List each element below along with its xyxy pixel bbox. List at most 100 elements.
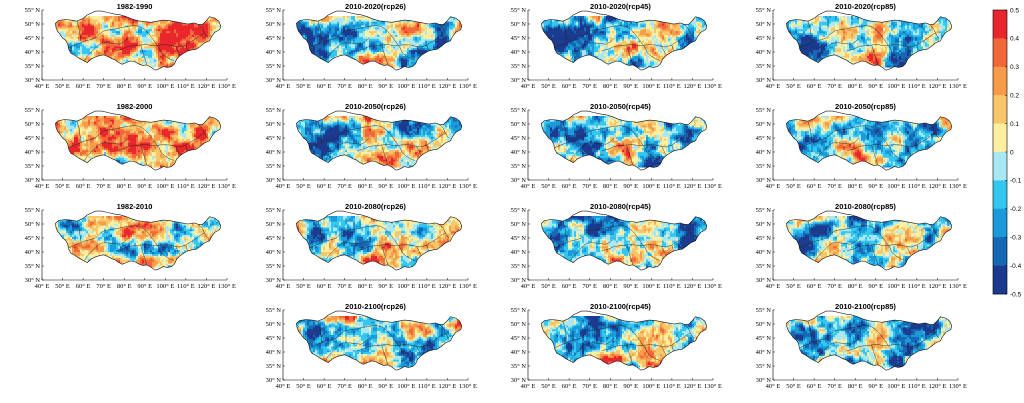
lon-tick-label: 70° E — [827, 83, 842, 90]
lon-tick-label: 40° E — [766, 283, 781, 290]
internal-boundary — [889, 247, 905, 261]
lat-tick-label: 55° N — [511, 107, 527, 114]
lat-tick-label: 55° N — [266, 7, 282, 14]
lat-tick-label: 40° N — [266, 249, 282, 256]
internal-boundary — [846, 43, 889, 51]
map-panel: 2010-2100(rcp45) 55° N 50° N 45° N 40° N 35° … — [511, 302, 722, 390]
lat-tick-label: 45° N — [756, 35, 772, 42]
lat-tick-label: 50° N — [266, 321, 282, 328]
internal-boundary — [356, 143, 399, 151]
lon-tick-label: 50° E — [786, 383, 801, 390]
lon-tick-label: 50° E — [541, 383, 556, 390]
map-panel: 2010-2080(rcp26) 55° N 50° N 45° N 40° N 35° … — [266, 202, 477, 290]
lon-tick-label: 40° E — [766, 83, 781, 90]
internal-boundary — [661, 46, 666, 55]
lat-tick-label: 30° N — [756, 277, 772, 284]
internal-boundary — [158, 147, 174, 161]
lon-tick-label: 60° E — [807, 183, 822, 190]
lat-tick-label: 30° N — [756, 77, 772, 84]
map-panel: 2010-2080(rcp85) 55° N 50° N 45° N 40° N 35° … — [756, 202, 967, 290]
lat-tick-label: 50° N — [511, 121, 527, 128]
internal-boundary — [317, 121, 323, 143]
internal-boundary — [889, 347, 905, 361]
internal-boundary — [807, 221, 813, 243]
lat-tick-label: 45° N — [266, 35, 282, 42]
internal-boundary — [626, 44, 634, 65]
internal-boundary — [888, 232, 936, 248]
internal-boundary — [684, 124, 694, 139]
lat-tick-label: 50° N — [511, 221, 527, 228]
lat-tick-label: 35° N — [756, 63, 772, 70]
lat-tick-label: 55° N — [511, 207, 527, 214]
lat-tick-label: 40° N — [25, 249, 41, 256]
lat-tick-label: 45° N — [266, 135, 282, 142]
lon-tick-label: 110° E — [418, 183, 436, 190]
internal-boundary — [95, 225, 140, 239]
lon-tick-label: 40° E — [35, 283, 50, 290]
internal-boundary — [601, 243, 644, 251]
internal-boundary — [399, 247, 415, 261]
colorbar-tick-label: 0.5 — [1010, 7, 1019, 14]
panel-title: 2010-2050(rcp26) — [345, 102, 406, 111]
internal-boundary — [601, 343, 644, 351]
lon-tick-label: 100° E — [156, 283, 174, 290]
colorbar-tick-label: -0.3 — [1010, 235, 1022, 242]
panel-title: 1982-1990 — [117, 2, 153, 11]
internal-boundary — [336, 225, 381, 239]
lon-tick-label: 90° E — [137, 83, 152, 90]
lon-tick-label: 100° E — [397, 183, 415, 190]
lat-tick-label: 35° N — [756, 263, 772, 270]
lon-tick-label: 80° E — [603, 183, 618, 190]
lat-tick-label: 55° N — [756, 107, 772, 114]
colorbar-swatch — [993, 38, 1007, 68]
internal-boundary — [140, 144, 148, 165]
region-outline — [55, 10, 222, 71]
lon-tick-label: 50° E — [55, 83, 70, 90]
panel-title: 2010-2080(rcp26) — [345, 202, 406, 211]
internal-boundary — [439, 224, 449, 239]
internal-boundary — [317, 221, 323, 243]
lon-tick-label: 110° E — [663, 383, 681, 390]
lon-tick-label: 80° E — [117, 283, 132, 290]
lon-tick-label: 60° E — [562, 283, 577, 290]
internal-boundary — [356, 343, 399, 351]
internal-boundary — [626, 144, 634, 165]
map-panel: 2010-2080(rcp45) 55° N 50° N 45° N 40° N 35° … — [511, 202, 722, 290]
internal-boundary — [906, 246, 911, 255]
lat-tick-label: 40° N — [266, 349, 282, 356]
internal-boundary — [643, 32, 691, 48]
lon-tick-label: 130° E — [949, 383, 967, 390]
colorbar-tick-label: 0.3 — [1010, 64, 1019, 71]
lat-tick-label: 55° N — [511, 7, 527, 14]
lat-tick-label: 30° N — [266, 277, 282, 284]
lat-tick-label: 50° N — [756, 321, 772, 328]
internal-boundary — [317, 321, 323, 343]
internal-boundary — [426, 244, 430, 252]
panel-title: 2010-2100(rcp45) — [590, 302, 651, 311]
colorbar-swatch — [993, 95, 1007, 124]
colorbar-swatch — [993, 10, 1007, 39]
internal-boundary — [336, 325, 381, 339]
anomaly-raster — [786, 316, 952, 368]
lon-tick-label: 90° E — [137, 183, 152, 190]
lat-tick-label: 45° N — [756, 135, 772, 142]
lat-tick-label: 40° N — [266, 149, 282, 156]
lon-tick-label: 110° E — [663, 183, 681, 190]
lat-tick-label: 40° N — [511, 149, 527, 156]
lat-tick-label: 40° N — [25, 149, 41, 156]
internal-boundary — [888, 332, 936, 348]
map-panel: 2010-2100(rcp26) 55° N 50° N 45° N 40° N 35° … — [266, 302, 477, 390]
internal-boundary — [381, 44, 389, 65]
internal-boundary — [356, 243, 399, 251]
internal-boundary — [888, 32, 936, 48]
lon-tick-label: 90° E — [378, 183, 393, 190]
internal-boundary — [175, 146, 180, 155]
lon-tick-label: 120° E — [928, 83, 946, 90]
internal-boundary — [807, 121, 813, 143]
internal-boundary — [76, 121, 82, 143]
map-panel: 2010-2050(rcp45) 55° N 50° N 45° N 40° N 35° … — [511, 102, 722, 190]
internal-boundary — [399, 47, 415, 61]
lon-tick-label: 90° E — [378, 83, 393, 90]
panel-title: 2010-2020(rcp85) — [835, 2, 896, 11]
